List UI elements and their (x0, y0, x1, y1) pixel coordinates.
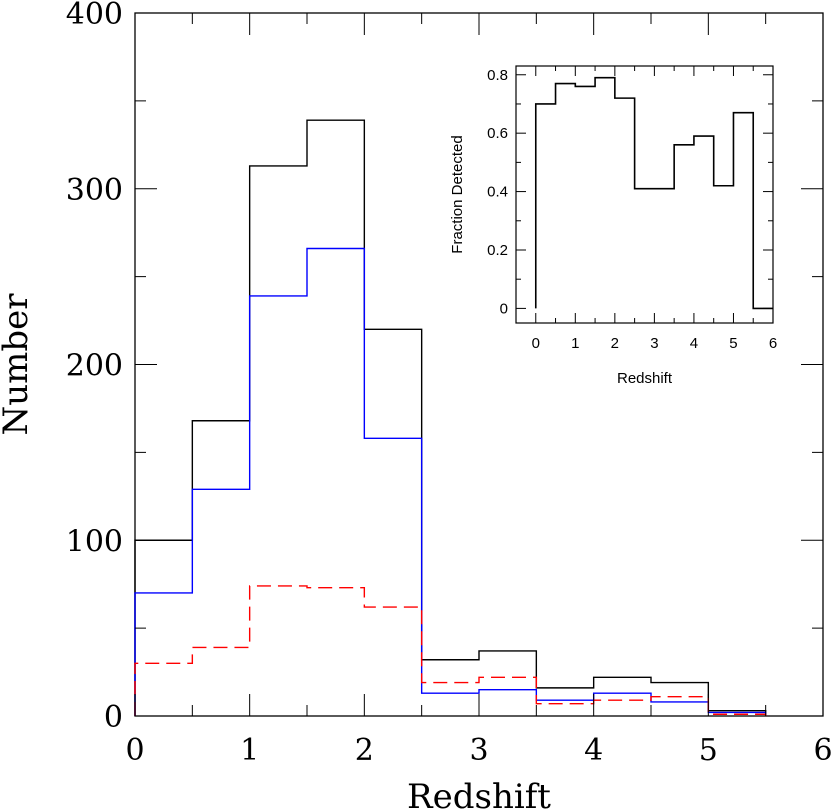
inset-y-axis-title: Fraction Detected (449, 135, 466, 253)
inset-y-tick-label: 0 (500, 300, 508, 317)
main-x-axis-title: Redshift (407, 777, 551, 809)
inset-y-tick-label: 0.6 (487, 125, 508, 142)
main-series-2 (134, 585, 767, 716)
main-y-tick-label: 100 (66, 524, 123, 559)
inset-series-0 (534, 76, 773, 310)
inset-fraction-plot: 0 1 2 3 4 5 6 0 0.2 0.4 0.6 0.8 Redshift Fraction Det… (449, 65, 777, 387)
main-x-tick-label: 3 (469, 733, 488, 768)
main-series-0 (134, 119, 767, 716)
inset-x-tick-label: 4 (690, 335, 698, 352)
main-y-tick-label: 300 (66, 173, 123, 208)
main-x-tick-label: 6 (813, 733, 831, 768)
main-y-tick-label: 400 (66, 0, 123, 32)
inset-y-tick-label: 0.8 (487, 67, 508, 84)
main-plot-frame (134, 12, 824, 717)
inset-plot-frame (515, 65, 774, 324)
main-x-tick-label: 1 (240, 733, 259, 768)
main-x-tick-label: 4 (584, 733, 603, 768)
inset-y-tick-label: 0.4 (487, 184, 508, 201)
main-series-1 (134, 247, 767, 716)
inset-x-tick-label: 1 (571, 335, 579, 352)
main-y-tick-label: 200 (66, 349, 123, 384)
inset-x-tick-label: 6 (769, 335, 777, 352)
main-x-tick-label: 2 (355, 733, 374, 768)
inset-x-tick-label: 0 (532, 335, 540, 352)
main-y-tick-label: 0 (104, 700, 123, 735)
main-x-tick-label: 5 (699, 733, 718, 768)
inset-x-axis-title: Redshift (617, 370, 673, 387)
inset-y-tick-label: 0.2 (487, 242, 508, 259)
inset-x-tick-label: 3 (650, 335, 658, 352)
inset-x-tick-label: 2 (611, 335, 619, 352)
main-y-axis-title: Number (0, 293, 36, 436)
main-x-tick-label: 0 (125, 733, 144, 768)
inset-x-tick-label: 5 (729, 335, 737, 352)
